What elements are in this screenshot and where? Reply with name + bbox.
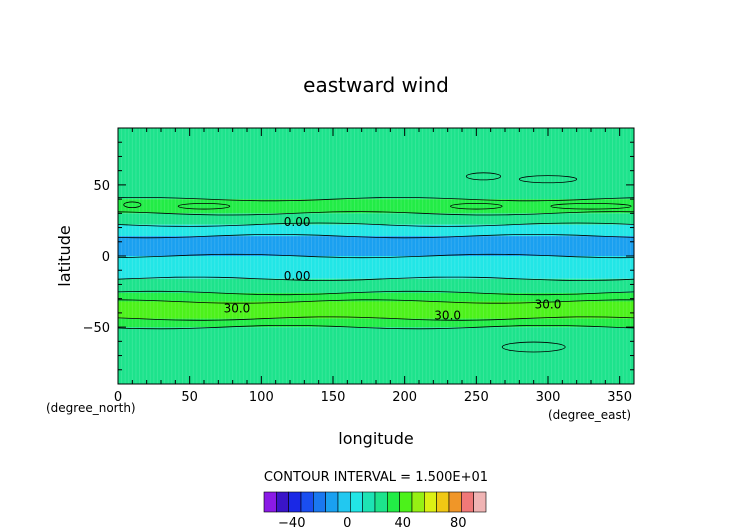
- y-axis-ticks: 50 0 −50: [83, 141, 634, 371]
- contour-line: [117, 233, 635, 239]
- y-tick-label: −50: [83, 321, 110, 336]
- colorbar: −40 0 40 80: [263, 491, 487, 531]
- closed-contour: [518, 175, 578, 184]
- closed-contour: [501, 341, 566, 353]
- colorbar-swatch: [448, 491, 462, 513]
- colorbar-swatch: [276, 491, 289, 513]
- filled-band: [118, 128, 634, 200]
- x-axis-label: longitude: [338, 429, 413, 448]
- colorbar-swatch: [473, 491, 487, 513]
- closed-contour: [177, 202, 231, 210]
- filled-band: [118, 318, 634, 328]
- x-tick-label: 300: [536, 390, 561, 405]
- x-unit-label: (degree_east): [548, 408, 631, 422]
- colorbar-swatch: [288, 491, 302, 513]
- plot-area: [117, 128, 635, 384]
- closed-contour: [123, 201, 142, 209]
- y-tick-label: 50: [93, 179, 110, 194]
- contour-line: [117, 211, 635, 216]
- contour-label: 30.0: [535, 297, 562, 311]
- x-tick-label: 50: [181, 390, 198, 405]
- colorbar-swatch: [387, 491, 400, 513]
- contour-labels: 0.00 0.00 30.0 30.0 30.0: [224, 215, 562, 323]
- contour-label: 0.00: [284, 215, 311, 229]
- colorbar-swatch: [461, 491, 474, 513]
- x-tick-label: 350: [607, 390, 632, 405]
- contour-label: 30.0: [224, 302, 251, 316]
- contour-line: [117, 299, 634, 304]
- x-tick-label: 100: [249, 390, 274, 405]
- colorbar-swatch: [411, 491, 425, 513]
- filled-band: [118, 213, 634, 225]
- colorbar-swatch: [399, 491, 413, 513]
- closed-contour: [465, 172, 502, 181]
- colorbar-swatch: [436, 491, 450, 513]
- x-tick-label: 0: [114, 390, 122, 405]
- contour-line: [117, 290, 635, 296]
- x-tick-label: 150: [321, 390, 346, 405]
- contour-line: [117, 324, 635, 330]
- colorbar-tick-label: −40: [278, 516, 305, 531]
- colorbar-swatch: [263, 491, 277, 513]
- filled-band: [118, 292, 634, 302]
- colorbar-swatch: [325, 491, 339, 513]
- closed-contour: [450, 202, 503, 210]
- colorbar-swatch: [300, 491, 314, 513]
- contour-line: [117, 222, 635, 227]
- contour-line: [117, 253, 635, 259]
- filled-band: [118, 301, 634, 319]
- y-axis-label: latitude: [55, 225, 74, 286]
- filled-band: [118, 199, 634, 214]
- contour-lines: [117, 172, 635, 353]
- contour-line: [117, 316, 635, 321]
- contour-label: 30.0: [434, 309, 461, 323]
- filled-band: [118, 327, 634, 384]
- filled-band: [118, 278, 634, 293]
- colorbar-swatch: [374, 491, 388, 513]
- chart-title: eastward wind: [303, 73, 449, 97]
- colorbar-tick-label: 80: [450, 516, 467, 531]
- x-tick-label: 200: [392, 390, 417, 405]
- colorbar-swatch: [362, 491, 376, 513]
- contour-line: [117, 276, 635, 281]
- colorbar-swatch: [337, 491, 351, 513]
- y-unit-label: (degree_north): [46, 401, 136, 415]
- filled-band: [118, 236, 634, 256]
- closed-contour: [550, 202, 632, 210]
- filled-band: [118, 224, 634, 237]
- colorbar-tick-label: 0: [343, 516, 351, 531]
- colorbar-swatch: [350, 491, 363, 513]
- filled-band: [118, 256, 634, 279]
- x-axis-ticks: 0 50 100 150 200 250 300 350: [114, 128, 632, 405]
- y-tick-label: 0: [102, 250, 110, 265]
- colorbar-tick-label: 40: [394, 516, 411, 531]
- x-tick-label: 250: [464, 390, 489, 405]
- contour-line: [117, 197, 635, 202]
- colorbar-swatch: [313, 491, 326, 513]
- contour-interval-text: CONTOUR INTERVAL = 1.500E+01: [264, 470, 488, 485]
- contour-label: 0.00: [284, 269, 311, 283]
- colorbar-swatch: [424, 491, 437, 513]
